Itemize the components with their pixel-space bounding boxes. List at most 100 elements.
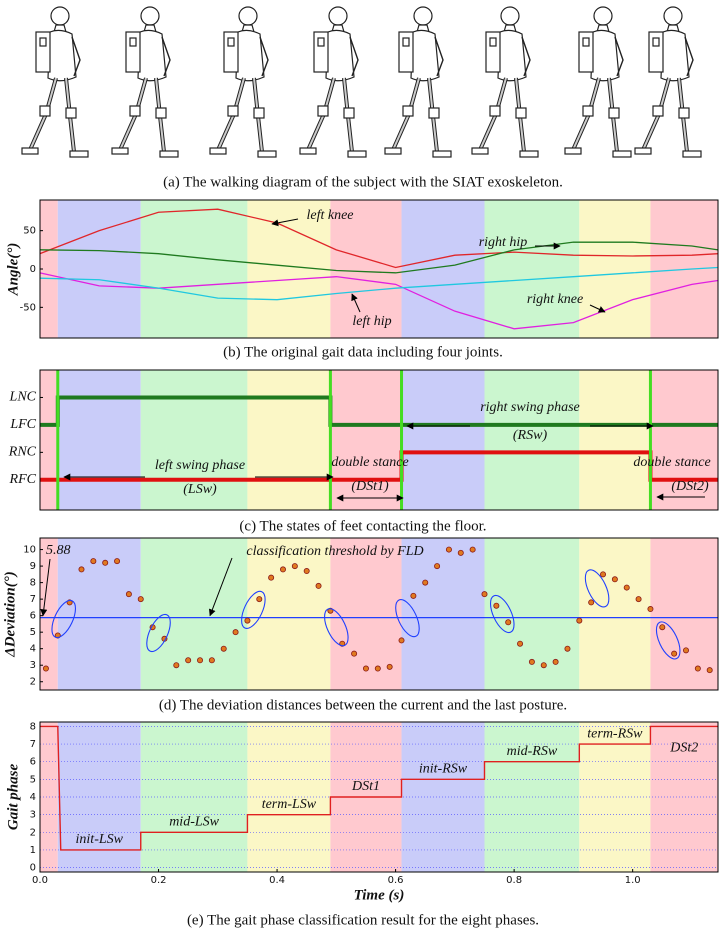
highlight <box>489 594 515 634</box>
plot-frame <box>39 369 719 511</box>
data-point <box>185 657 192 664</box>
phase-band <box>57 200 141 338</box>
data-point <box>588 599 595 606</box>
data-point <box>694 665 701 672</box>
y-tick-label: RNC <box>8 445 37 460</box>
data-point <box>197 657 204 664</box>
data-point <box>220 645 227 652</box>
phase-band <box>579 200 651 338</box>
annotation: right swing phase <box>480 400 580 415</box>
annotation: double stance <box>331 455 408 470</box>
phase-label: DSt1 <box>351 779 380 794</box>
data-point <box>244 617 251 624</box>
phase-label: term-LSw <box>262 797 317 812</box>
phase-band <box>57 370 141 510</box>
plot-frame <box>39 721 719 873</box>
phase-band <box>247 538 331 690</box>
y-tick-label: 3 <box>30 660 36 671</box>
data-line <box>40 725 718 851</box>
data-point <box>279 566 286 573</box>
data-point <box>208 657 215 664</box>
data-point <box>469 546 476 553</box>
data-point <box>611 576 618 583</box>
y-tick-label: 50 <box>23 226 36 237</box>
data-point <box>386 663 393 670</box>
phase-label: mid-LSw <box>169 815 219 830</box>
annotation: (RSw) <box>513 428 548 443</box>
data-point <box>315 582 322 589</box>
data-point <box>457 549 464 556</box>
highlight <box>584 569 610 608</box>
y-tick-label: 2 <box>30 677 36 688</box>
data-point <box>682 647 689 654</box>
phase-band <box>579 722 651 872</box>
annotation-arrow <box>351 293 361 313</box>
y-tick-label: 0 <box>30 863 36 874</box>
y-tick-label: 4 <box>30 792 36 803</box>
highlight <box>395 599 420 638</box>
data-point <box>137 596 144 603</box>
data-point <box>540 662 547 669</box>
data-point <box>659 624 666 631</box>
annotation: (DSt2) <box>671 479 709 494</box>
walker <box>470 5 540 159</box>
data-point <box>232 629 239 636</box>
y-axis-label: Gait phase <box>5 764 21 831</box>
annotation-arrow <box>40 558 51 617</box>
phase-band <box>579 370 651 510</box>
phase-band <box>401 200 485 338</box>
y-axis-label: ΔDeviation(°) <box>2 571 18 657</box>
plot-frame <box>39 537 719 691</box>
y-tick-label: 4 <box>30 644 36 655</box>
data-point <box>517 640 524 647</box>
threshold-label: 5.88 <box>46 543 71 558</box>
annotation: (LSw) <box>183 482 217 497</box>
phase-label: DSt2 <box>669 741 698 756</box>
phase-label: mid-RSw <box>507 744 558 759</box>
phase-band <box>40 370 58 510</box>
phase-band <box>401 538 485 690</box>
plot-frame <box>39 199 719 339</box>
data-point <box>398 637 405 644</box>
phase-band <box>57 722 141 872</box>
annotation-arrow <box>589 304 606 313</box>
x-tick-label: 0.6 <box>388 875 404 886</box>
phase-band <box>330 370 402 510</box>
y-tick-label: 5 <box>30 627 36 638</box>
y-tick-label: 3 <box>30 810 36 821</box>
data-point <box>291 563 298 570</box>
phase-band <box>650 370 718 510</box>
y-tick-label: LFC <box>9 417 36 432</box>
data-point <box>647 606 654 613</box>
phase-band <box>401 370 485 510</box>
data-point <box>481 591 488 598</box>
data-point <box>268 574 275 581</box>
y-tick-label: 9 <box>30 561 36 572</box>
phase-band <box>140 722 248 872</box>
phase-band <box>40 538 58 690</box>
data-point <box>706 667 713 674</box>
series-label: right hip <box>479 235 528 250</box>
series-label: left knee <box>306 208 353 223</box>
y-tick-label: 10 <box>23 545 36 556</box>
y-tick-label: 2 <box>30 827 36 838</box>
data-point <box>493 602 500 609</box>
y-tick-label: 6 <box>30 611 36 622</box>
y-tick-label: 8 <box>30 721 36 732</box>
walker <box>633 5 703 159</box>
phase-label: init-RSw <box>419 762 468 777</box>
caption: (d) The deviation distances between the … <box>159 697 567 713</box>
data-point <box>600 571 607 578</box>
phase-band <box>57 538 141 690</box>
data-point <box>173 662 180 669</box>
data-point <box>635 596 642 603</box>
y-tick-label: -50 <box>20 302 36 313</box>
phase-band <box>247 370 331 510</box>
walker <box>563 5 633 159</box>
data-point <box>445 546 452 553</box>
data-point <box>505 619 512 626</box>
data-line <box>40 395 718 427</box>
data-point <box>256 596 263 603</box>
